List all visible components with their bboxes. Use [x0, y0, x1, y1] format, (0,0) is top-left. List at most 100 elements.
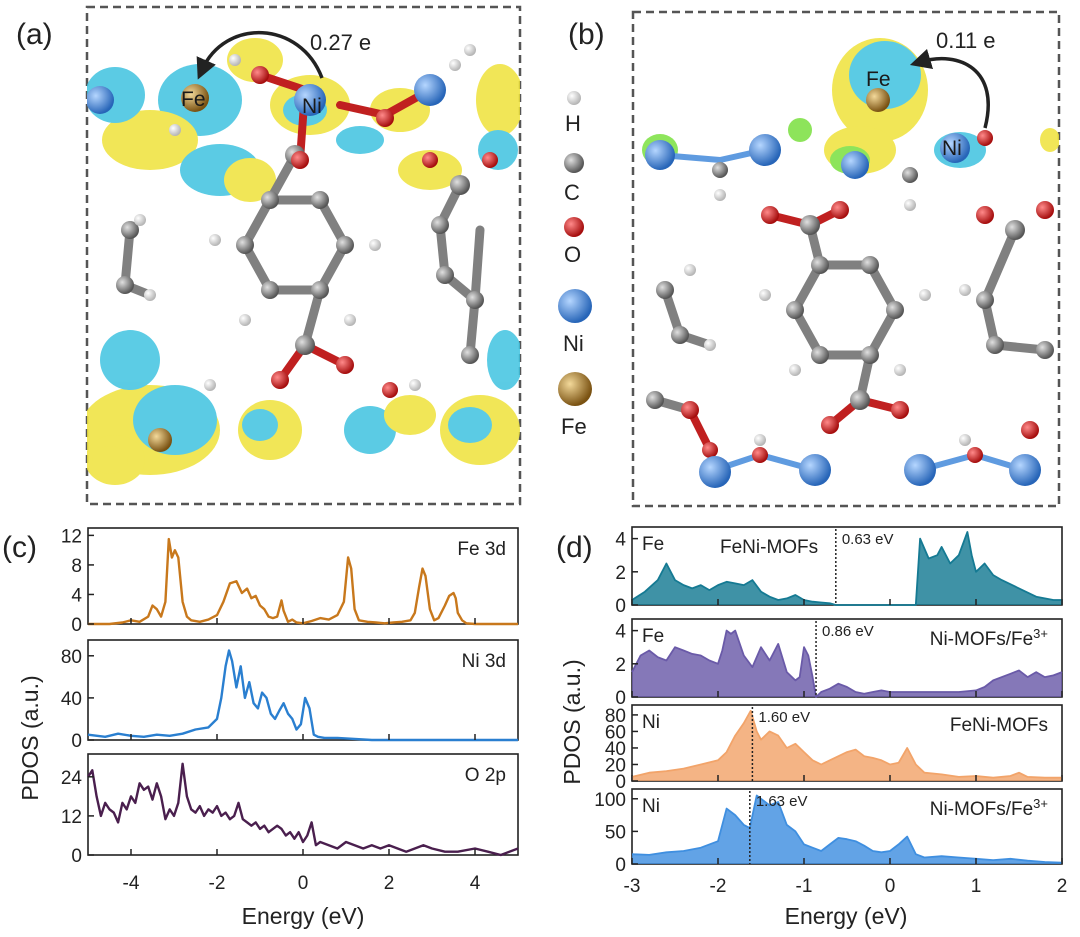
chart-d-subplot-3-ytick-label: 100 — [594, 790, 626, 811]
chart-d-series-3-gap-label: 1.63 eV — [756, 793, 808, 810]
panel-d: (d) 0 2 4 Fe FeNi-MOFs 0.63 eV 0 2 4 Fe Ni-MOFs/Fe… — [556, 526, 1068, 929]
chart-d-xtick-label: -3 — [624, 876, 641, 897]
panel-c-letter: (c) — [2, 531, 37, 564]
chart-d-xtick-label: 1 — [971, 876, 982, 897]
chart-d-series-3-material-sup: 3+ — [1033, 796, 1048, 811]
chart-d-series-3-area — [632, 795, 1062, 864]
chart-c-xtick-label: -4 — [123, 873, 140, 894]
chart-c-subplot-2-ytick-label: 24 — [61, 768, 83, 789]
chart-c-subplot-2: 0 12 24 O 2p — [61, 753, 519, 867]
chart-d-xtick-label: 2 — [1057, 876, 1068, 897]
chart-d-series-3-line — [631, 794, 1063, 864]
atom-legend: H C O Ni Fe — [558, 91, 592, 439]
chart-d-series-0-material: FeNi-MOFs — [720, 537, 818, 558]
chart-c-series-0-name: Fe 3d — [457, 539, 506, 560]
panel-a-fe-label: Fe — [181, 88, 206, 111]
chart-d-subplot-1-ytick-label: 4 — [615, 622, 626, 643]
chart-c-xlabel: Energy (eV) — [242, 903, 365, 929]
panel-b-frame — [631, 10, 1061, 508]
chart-d-subplot-0-ytick-label: 0 — [615, 596, 626, 617]
chart-d-subplot-0: 0 2 4 Fe FeNi-MOFs 0.63 eV — [615, 526, 1063, 617]
chart-d-series-3-material: Ni-MOFs/Fe3+ — [930, 796, 1048, 821]
chart-d-subplot-0-ytick-label: 4 — [615, 530, 626, 551]
chart-d-series-0-line — [631, 531, 1062, 606]
chart-d-subplot-2-ytick-label: 20 — [605, 755, 626, 776]
chart-d-series-1-line — [631, 629, 1063, 698]
panel-a-ni-label: Ni — [302, 95, 322, 118]
panel-b-fe-label: Fe — [866, 68, 891, 91]
chart-d-subplot-3-ytick-label: 50 — [605, 822, 626, 843]
chart-d-xtick-label: -1 — [796, 876, 813, 897]
legend-c-label: C — [564, 180, 580, 205]
chart-d-series-1-area — [632, 630, 1062, 697]
legend-o-swatch — [564, 217, 584, 237]
chart-c-series-0-line — [88, 537, 518, 626]
chart-d-subplot-1-ytick-label: 0 — [615, 688, 626, 709]
chart-c-subplot-1-ytick-label: 40 — [61, 689, 82, 710]
chart-c-subplot-2-ytick-label: 12 — [61, 807, 82, 828]
chart-d-series-1-gap-label: 0.86 eV — [822, 623, 874, 640]
chart-c-subplot-1-ytick-label: 80 — [61, 647, 82, 668]
chart-d-ylabel: PDOS (a.u.) — [559, 659, 585, 784]
chart-d-xtick-label: -2 — [710, 876, 727, 897]
chart-d-xlabel: Energy (eV) — [785, 903, 908, 929]
chart-c-series-2-line — [86, 762, 519, 857]
chart-d-series-2-element: Ni — [642, 712, 660, 733]
chart-d-xtick-label: 0 — [885, 876, 896, 897]
chart-c-subplot-0-frame — [87, 527, 519, 625]
legend-ni-label: Ni — [563, 331, 584, 356]
chart-c-xtick-label: 2 — [384, 873, 395, 894]
chart-c-subplot-0-ytick-label: 12 — [61, 526, 82, 547]
chart-c-subplot-1-frame — [87, 639, 519, 741]
legend-o-label: O — [564, 242, 581, 267]
chart-c-xtick-label: -2 — [209, 873, 226, 894]
chart-d-subplot-3: 0 50 100 Ni Ni-MOFs/Fe3+ 1.63 eV — [594, 788, 1063, 876]
panel-a-charge: 0.27 e — [310, 30, 371, 55]
panel-a-frame — [85, 5, 522, 506]
chart-d-series-2-area — [632, 710, 1062, 781]
legend-fe-swatch — [558, 372, 592, 406]
chart-c-series-1-name: Ni 3d — [462, 651, 506, 672]
panel-b-charge: 0.11 e — [936, 28, 996, 53]
panel-a-structure: Fe Ni — [87, 38, 520, 485]
chart-d-series-0-area — [632, 532, 1062, 605]
chart-c-series-2-name: O 2p — [465, 765, 506, 786]
chart-c-xtick-label: 0 — [298, 873, 309, 894]
chart-d-series-1-material-sup: 3+ — [1033, 626, 1048, 641]
panel-b: (b) — [558, 10, 1061, 508]
chart-d-series-0-gap-label: 0.63 eV — [842, 531, 894, 548]
panel-a-charge-arrow — [196, 31, 324, 80]
panel-b-letter: (b) — [568, 18, 605, 51]
chart-d-subplot-0-ytick-label: 2 — [615, 563, 626, 584]
chart-d-series-2-gap-label: 1.60 eV — [758, 709, 810, 726]
chart-c-ylabel: PDOS (a.u.) — [17, 675, 43, 800]
chart-c-subplot-2-ytick-label: 0 — [71, 846, 82, 867]
chart-d-series-0-element: Fe — [642, 534, 664, 555]
chart-d-subplot-2-ytick-label: 40 — [605, 739, 626, 760]
legend-fe-label: Fe — [561, 414, 587, 439]
chart-d-series-2-line — [631, 709, 1062, 779]
chart-d-series-3-element: Ni — [642, 796, 660, 817]
chart-c-subplot-0-ytick-label: 0 — [71, 615, 82, 636]
chart-d-subplot-2-ytick-label: 80 — [605, 706, 626, 727]
chart-d-series-2-material: FeNi-MOFs — [950, 715, 1048, 736]
chart-c-subplot-0-ytick-label: 4 — [71, 585, 82, 606]
panel-a-letter: (a) — [16, 18, 53, 51]
panel-b-ni-label: Ni — [942, 137, 962, 160]
chart-d-series-1-element: Fe — [642, 626, 664, 647]
chart-d-subplot-1-ytick-label: 2 — [615, 655, 626, 676]
chart-c-xtick-label: 4 — [470, 873, 481, 894]
chart-d-subplot-1: 0 2 4 Fe Ni-MOFs/Fe3+ 0.86 eV — [615, 618, 1063, 709]
legend-ni-swatch — [558, 289, 592, 323]
chart-c-subplot-1: 0 40 80 Ni 3d — [61, 639, 519, 752]
legend-h-label: H — [565, 111, 581, 136]
legend-c-swatch — [564, 153, 584, 173]
chart-c-subplot-1-ytick-label: 0 — [71, 731, 82, 752]
panel-d-letter: (d) — [556, 531, 593, 564]
chart-d-subplot-3-ytick-label: 0 — [615, 855, 626, 876]
chart-d-series-1-material: Ni-MOFs/Fe3+ — [930, 626, 1048, 651]
